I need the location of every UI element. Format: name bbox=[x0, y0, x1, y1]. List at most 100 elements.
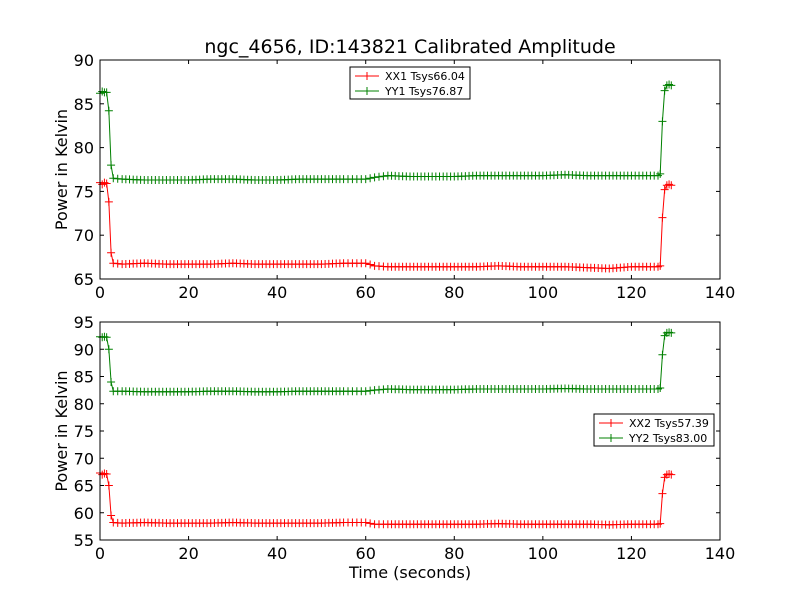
y-tick-label: 65 bbox=[74, 270, 94, 289]
x-tick-label: 100 bbox=[528, 544, 559, 563]
legend-label-2: YY2 Tsys83.00 bbox=[628, 432, 707, 445]
legend-2: XX2 Tsys57.39 YY2 Tsys83.00 bbox=[593, 413, 715, 447]
data-point bbox=[102, 470, 111, 479]
x-tick-label: 140 bbox=[705, 544, 736, 563]
legend-marker-1 bbox=[363, 72, 371, 80]
data-point bbox=[370, 173, 379, 182]
data-point bbox=[104, 197, 113, 206]
data-point bbox=[366, 174, 375, 183]
y-tick-label: 90 bbox=[74, 51, 94, 70]
data-point bbox=[658, 489, 667, 498]
chart-panel-2: 0 20 40 60 80 100 120 140 55 60 65 70 75 80 85 90 95 Powe… bbox=[52, 313, 735, 582]
x-tick-label: 120 bbox=[616, 283, 647, 302]
data-point bbox=[658, 213, 667, 222]
y-tick-label: 70 bbox=[74, 449, 94, 468]
data-point bbox=[366, 260, 375, 269]
x-tick-label: 0 bbox=[95, 283, 105, 302]
series-markers-2-2 bbox=[96, 328, 676, 396]
data-point bbox=[361, 175, 370, 184]
series-markers-1-1 bbox=[96, 178, 676, 273]
data-point bbox=[107, 377, 116, 386]
data-point bbox=[102, 88, 111, 97]
data-point bbox=[104, 106, 113, 115]
data-point bbox=[656, 383, 665, 392]
data-point bbox=[104, 345, 113, 354]
legend-box bbox=[593, 413, 715, 447]
y-tick-label: 55 bbox=[74, 531, 94, 550]
series-markers-1-2 bbox=[96, 80, 676, 185]
y-tick-label: 80 bbox=[74, 139, 94, 158]
data-point bbox=[98, 180, 107, 189]
data-point bbox=[361, 259, 370, 268]
data-point bbox=[654, 171, 662, 180]
data-point bbox=[107, 248, 116, 257]
y-tick-label: 75 bbox=[74, 182, 94, 201]
chart-title: ngc_4656, ID:143821 Calibrated Amplitude bbox=[204, 36, 615, 58]
data-point bbox=[656, 169, 665, 178]
legend-label-2: YY1 Tsys76.87 bbox=[384, 85, 463, 98]
data-point bbox=[366, 519, 375, 528]
x-tick-label: 80 bbox=[444, 283, 464, 302]
data-point bbox=[361, 518, 370, 527]
x-tick-label: 80 bbox=[444, 544, 464, 563]
series-line-2-2 bbox=[99, 331, 672, 393]
data-point bbox=[366, 386, 375, 395]
data-point bbox=[98, 87, 107, 96]
series-markers-2-1 bbox=[96, 468, 676, 529]
data-point bbox=[667, 328, 676, 337]
legend-label-1: XX1 Tsys66.04 bbox=[385, 70, 465, 83]
data-point bbox=[107, 161, 116, 170]
legend-marker-2 bbox=[607, 434, 615, 442]
data-point bbox=[658, 350, 667, 359]
series-line-2-1 bbox=[99, 472, 672, 526]
legend-label-1: XX2 Tsys57.39 bbox=[629, 417, 709, 430]
data-point bbox=[656, 261, 665, 270]
data-point bbox=[667, 470, 676, 479]
x-axis-label: Time (seconds) bbox=[348, 563, 471, 582]
x-tick-label: 140 bbox=[705, 283, 736, 302]
x-tick-label: 40 bbox=[267, 283, 287, 302]
y-tick-label: 95 bbox=[74, 313, 94, 332]
data-point bbox=[667, 81, 676, 90]
data-point bbox=[361, 387, 370, 396]
y-tick-label: 85 bbox=[74, 95, 94, 114]
data-point bbox=[658, 117, 667, 126]
data-point bbox=[104, 481, 113, 490]
x-tick-label: 60 bbox=[356, 544, 376, 563]
y-tick-label: 75 bbox=[74, 422, 94, 441]
x-tick-label: 40 bbox=[267, 544, 287, 563]
y-tick-label: 70 bbox=[74, 226, 94, 245]
series-line-1-1 bbox=[99, 182, 672, 269]
data-point bbox=[656, 519, 665, 528]
x-tick-label: 120 bbox=[616, 544, 647, 563]
data-point bbox=[107, 511, 116, 520]
y-tick-label: 90 bbox=[74, 340, 94, 359]
chart-panel-1: 0 20 40 60 80 100 120 140 65 70 75 80 85 90 Power in K… bbox=[52, 51, 735, 302]
y-axis-label: Power in Kelvin bbox=[52, 109, 71, 230]
data-point bbox=[375, 172, 383, 181]
plot-frame-1 bbox=[99, 59, 721, 280]
legend-1: XX1 Tsys66.04 YY1 Tsys76.87 bbox=[349, 66, 471, 100]
data-point bbox=[660, 86, 669, 95]
legend-marker-1 bbox=[607, 419, 615, 427]
y-axis-label: Power in Kelvin bbox=[52, 370, 71, 491]
legend-box bbox=[349, 66, 471, 100]
y-tick-label: 60 bbox=[74, 504, 94, 523]
x-tick-label: 20 bbox=[178, 544, 198, 563]
x-tick-label: 60 bbox=[356, 283, 376, 302]
data-point bbox=[102, 179, 111, 188]
data-point bbox=[667, 181, 676, 190]
data-point bbox=[654, 262, 662, 271]
x-tick-label: 20 bbox=[178, 283, 198, 302]
y-tick-label: 65 bbox=[74, 477, 94, 496]
legend-marker-2 bbox=[363, 87, 371, 95]
x-tick-label: 100 bbox=[528, 283, 559, 302]
data-point bbox=[379, 172, 388, 181]
y-tick-label: 85 bbox=[74, 368, 94, 387]
x-tick-label: 0 bbox=[95, 544, 105, 563]
y-tick-label: 80 bbox=[74, 395, 94, 414]
data-point bbox=[98, 470, 107, 479]
data-point bbox=[660, 185, 669, 194]
